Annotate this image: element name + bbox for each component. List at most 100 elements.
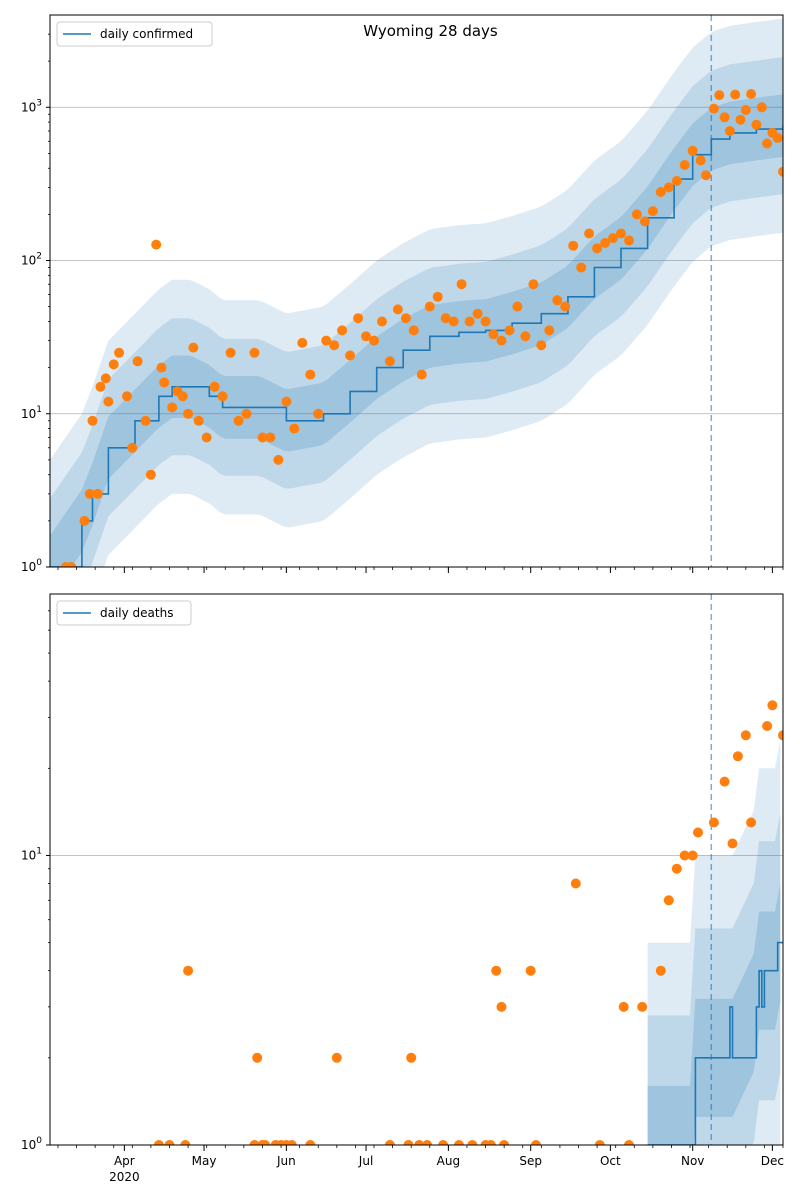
data-point	[594, 1140, 605, 1145]
data-point	[422, 1140, 433, 1145]
data-point	[384, 1140, 395, 1145]
data-point	[286, 1140, 297, 1145]
data-point	[403, 1140, 414, 1145]
data-point	[337, 325, 348, 336]
data-point	[499, 1140, 510, 1145]
data-point	[153, 1140, 164, 1145]
data-point	[329, 340, 340, 351]
y-tick-label-base: 10	[21, 560, 36, 574]
y-tick-label: 102	[21, 252, 42, 268]
data-point	[735, 114, 746, 125]
data-point	[103, 396, 114, 407]
data-point	[313, 408, 324, 419]
x-tick-label: Dec	[761, 1154, 784, 1168]
data-point	[297, 337, 308, 348]
data-point	[127, 442, 138, 453]
data-point	[345, 350, 356, 361]
legend-label: daily deaths	[100, 606, 173, 620]
data-point	[164, 1140, 175, 1145]
data-point	[695, 155, 706, 166]
data-point	[560, 301, 571, 312]
data-point	[631, 209, 642, 220]
legend: daily confirmed	[56, 21, 213, 47]
data-point	[95, 381, 106, 392]
data-point	[392, 304, 403, 315]
uncertainty-band-2	[647, 813, 781, 1145]
data-point	[156, 362, 167, 373]
plot-area	[50, 15, 783, 567]
uncertainty-band-1	[647, 740, 781, 1145]
data-point	[265, 432, 276, 443]
data-point	[424, 301, 435, 312]
data-point	[132, 356, 143, 367]
data-point	[454, 1140, 464, 1145]
data-point	[639, 216, 650, 227]
data-point	[92, 488, 103, 499]
data-point	[724, 126, 735, 136]
y-tick-label-exp: 0	[36, 558, 42, 568]
x-tick-label: Oct	[600, 1154, 621, 1168]
data-point	[177, 391, 188, 402]
x-tick-label: Nov	[681, 1154, 704, 1168]
data-point	[66, 562, 77, 567]
data-point	[701, 170, 711, 181]
data-point	[600, 238, 611, 248]
x-tick-label: May	[192, 1154, 217, 1168]
data-point	[496, 335, 507, 346]
data-point	[778, 166, 783, 177]
data-point	[679, 160, 690, 170]
data-point	[528, 279, 539, 290]
data-point	[180, 1140, 191, 1145]
data-point	[655, 187, 666, 197]
data-point	[167, 402, 178, 413]
data-point	[464, 316, 475, 327]
data-point	[485, 1140, 496, 1145]
data-point	[568, 240, 579, 251]
uncertainty-band-3	[647, 883, 781, 1145]
y-tick-label-base: 10	[21, 1138, 36, 1152]
data-point	[472, 308, 483, 319]
data-point	[767, 700, 778, 711]
data-point	[467, 1140, 478, 1145]
data-point	[544, 325, 555, 336]
legend-box	[56, 600, 192, 626]
data-point	[122, 391, 132, 402]
plot-frame	[49, 593, 784, 1146]
y-tick-label: 101	[21, 405, 42, 421]
data-point	[201, 432, 212, 443]
data-point	[618, 1001, 629, 1012]
data-point	[616, 228, 626, 239]
data-point	[584, 228, 595, 239]
y-tick-label-exp: 0	[36, 1136, 42, 1146]
x-tick-label: Jul	[358, 1154, 373, 1168]
y-tick-label-base: 10	[21, 407, 36, 421]
data-point	[217, 391, 228, 402]
data-point	[714, 90, 725, 101]
data-point	[756, 102, 767, 113]
data-point	[637, 1001, 648, 1012]
data-point	[496, 1001, 507, 1012]
data-point	[592, 243, 603, 254]
x-tick-label: Jun	[276, 1154, 296, 1168]
data-point	[183, 965, 194, 976]
x-tick-label: Aug	[437, 1154, 460, 1168]
y-tick-label: 103	[21, 98, 42, 114]
data-point	[504, 325, 515, 336]
data-point	[233, 415, 244, 426]
y-tick-label-exp: 1	[36, 405, 42, 415]
data-point	[719, 112, 730, 123]
plot-area	[50, 594, 783, 1145]
data-point	[576, 262, 587, 273]
data-point	[305, 1140, 316, 1145]
data-point	[159, 377, 170, 388]
data-point	[671, 863, 682, 874]
data-point	[719, 776, 730, 787]
data-point	[114, 347, 125, 358]
data-point	[209, 381, 220, 392]
data-point	[456, 279, 467, 290]
data-point	[151, 239, 162, 250]
data-point	[377, 316, 387, 327]
data-point	[525, 965, 536, 976]
data-point	[655, 965, 666, 976]
